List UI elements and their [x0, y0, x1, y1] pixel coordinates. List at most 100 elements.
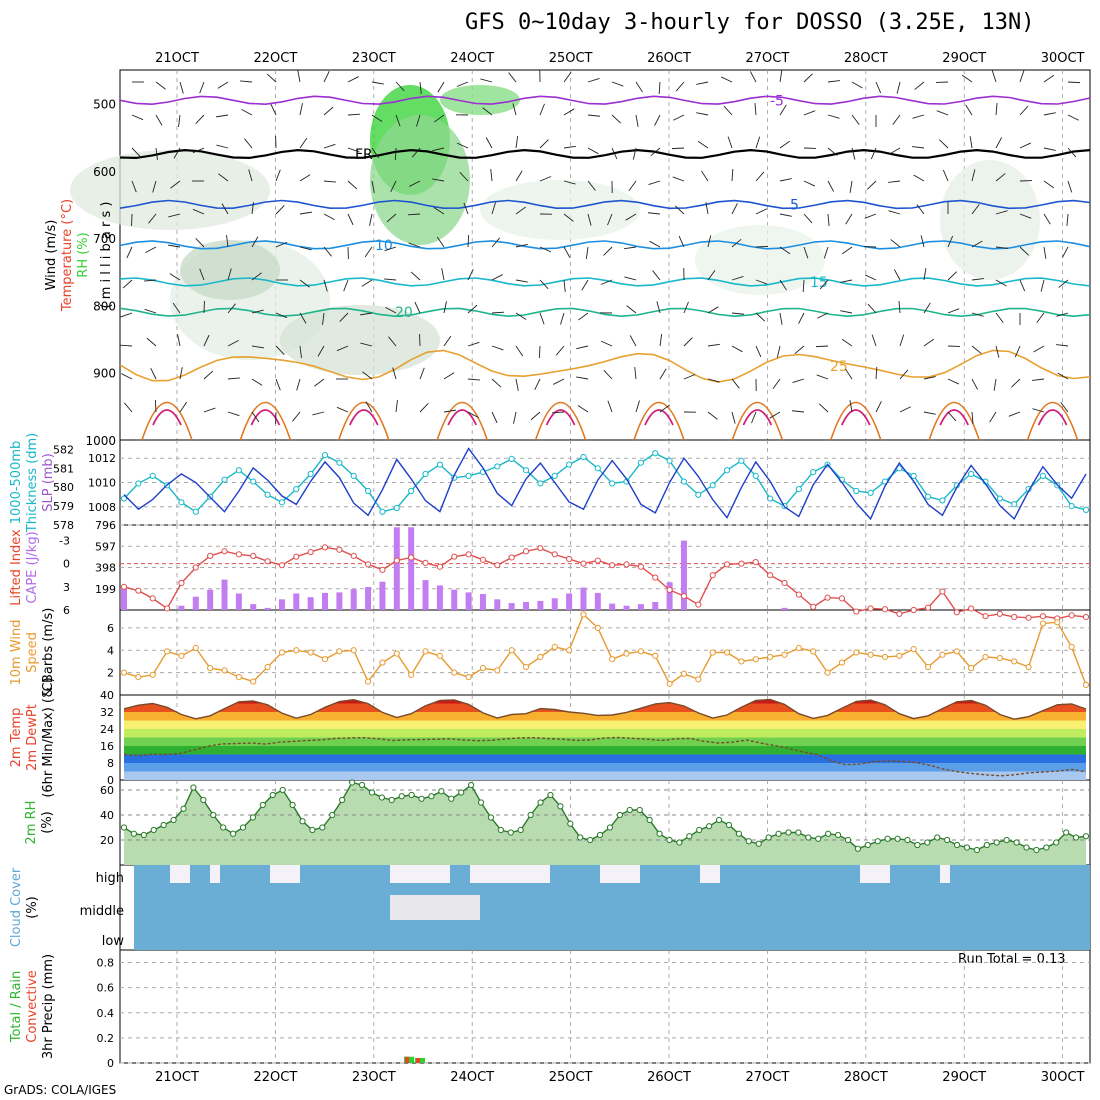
- wind-barb: [578, 312, 589, 321]
- wind-speed-point: [379, 659, 386, 666]
- wind-barb: [384, 246, 397, 252]
- isotherm-line: [1037, 409, 1068, 426]
- wind-barb: [217, 81, 229, 89]
- cape-bar: [322, 592, 329, 610]
- wind-barb: [803, 110, 816, 116]
- wind-speed-point: [982, 653, 989, 661]
- wind-barb: [515, 345, 524, 357]
- y-axis-label: 2m Temp: [9, 708, 24, 768]
- cape-bar: [508, 603, 515, 610]
- wind-barb: [227, 377, 240, 380]
- wind-barb: [539, 279, 549, 290]
- wind-speed-point: [738, 658, 745, 665]
- wind-barb: [371, 180, 375, 193]
- wind-barb: [798, 312, 805, 324]
- isotherm-line: [152, 409, 182, 426]
- wind-barb: [416, 114, 421, 127]
- wind-barb: [437, 81, 445, 93]
- wind-speed-point: [307, 649, 314, 656]
- wind-barb: [603, 246, 613, 256]
- wind-speed-point: [896, 652, 903, 659]
- wind-barb: [923, 338, 935, 347]
- lifted-index-point: [881, 606, 889, 613]
- wind-barb: [553, 378, 565, 385]
- lifted-index-point: [853, 608, 860, 615]
- lifted-index-point: [824, 594, 831, 601]
- wind-barb: [995, 103, 998, 116]
- wind-barb: [410, 271, 421, 281]
- wind-barb: [131, 147, 141, 157]
- wind-barb: [611, 81, 624, 87]
- lifted-index-point: [953, 609, 960, 616]
- wind-barb: [864, 274, 877, 281]
- y-tick: 1008: [88, 501, 116, 514]
- thickness-point: [494, 463, 501, 470]
- wind-barb: [534, 378, 541, 390]
- wind-barb: [432, 178, 445, 182]
- thickness-point: [436, 461, 443, 468]
- thickness-point: [321, 452, 329, 459]
- cape-bar: [652, 601, 659, 610]
- wind-barb: [849, 400, 853, 413]
- wind-barb: [971, 378, 979, 390]
- wind-barb: [270, 103, 277, 116]
- wind-barb: [827, 180, 835, 192]
- rh-2m-point: [1082, 833, 1090, 840]
- wind-barb: [769, 411, 781, 419]
- rh-2m-point: [973, 846, 981, 854]
- rh-2m-point: [358, 781, 366, 789]
- wind-barb: [443, 372, 455, 380]
- rh-shading: [440, 85, 520, 115]
- lifted-index-point: [623, 561, 630, 568]
- wind-barb: [696, 112, 709, 116]
- rh-2m-point: [448, 795, 455, 802]
- rh-2m-point: [418, 795, 425, 802]
- cape-bar: [207, 589, 214, 610]
- rh-2m-point: [616, 811, 623, 819]
- y-axis-label: 2m DewPt: [25, 704, 40, 771]
- thickness-point: [250, 478, 257, 485]
- wind-barb: [635, 81, 643, 93]
- wind-speed-point: [1082, 681, 1090, 689]
- lifted-index-point: [939, 588, 946, 595]
- rh-shading: [70, 150, 270, 230]
- wind-barb: [656, 301, 661, 314]
- cape-bar: [523, 601, 530, 610]
- wind-barb: [659, 334, 663, 347]
- rh-2m-point: [825, 830, 832, 837]
- cloud-gap: [700, 865, 720, 883]
- wind-barb: [942, 169, 949, 182]
- lifted-index-point: [393, 557, 400, 564]
- cloud-gap: [390, 865, 450, 883]
- wind-barb: [364, 246, 373, 258]
- wind-barb: [707, 306, 719, 314]
- wind-barb: [432, 147, 445, 152]
- rh-2m-point: [140, 831, 147, 839]
- wind-speed-point: [810, 648, 817, 655]
- cape-bar: [192, 596, 199, 610]
- y-axis-label: (%): [40, 811, 55, 834]
- wind-barb: [995, 345, 1000, 358]
- rh-2m-point: [378, 794, 385, 801]
- wind-speed-point: [1039, 620, 1047, 627]
- wind-barb: [459, 171, 469, 182]
- temp-band: [124, 763, 1086, 772]
- rh-2m-point: [438, 788, 445, 795]
- x-tick-top: 21OCT: [155, 51, 199, 66]
- wind-barb: [731, 276, 744, 281]
- wind-barb: [192, 208, 205, 215]
- wind-barb: [251, 236, 259, 248]
- rh-2m-point: [339, 796, 346, 804]
- wind-barb: [275, 345, 285, 355]
- rh-2m-point: [894, 835, 901, 842]
- wind-barb: [912, 114, 925, 119]
- thickness-point: [135, 480, 142, 487]
- wind-speed-point: [594, 624, 601, 631]
- wind-barb: [419, 403, 429, 413]
- wind-barb: [965, 104, 973, 116]
- wind-barb: [1019, 246, 1029, 256]
- wind-barb: [1043, 180, 1055, 189]
- wind-barb: [119, 344, 133, 347]
- wind-barb: [275, 169, 281, 182]
- y-axis-label: 2m RH: [24, 801, 39, 845]
